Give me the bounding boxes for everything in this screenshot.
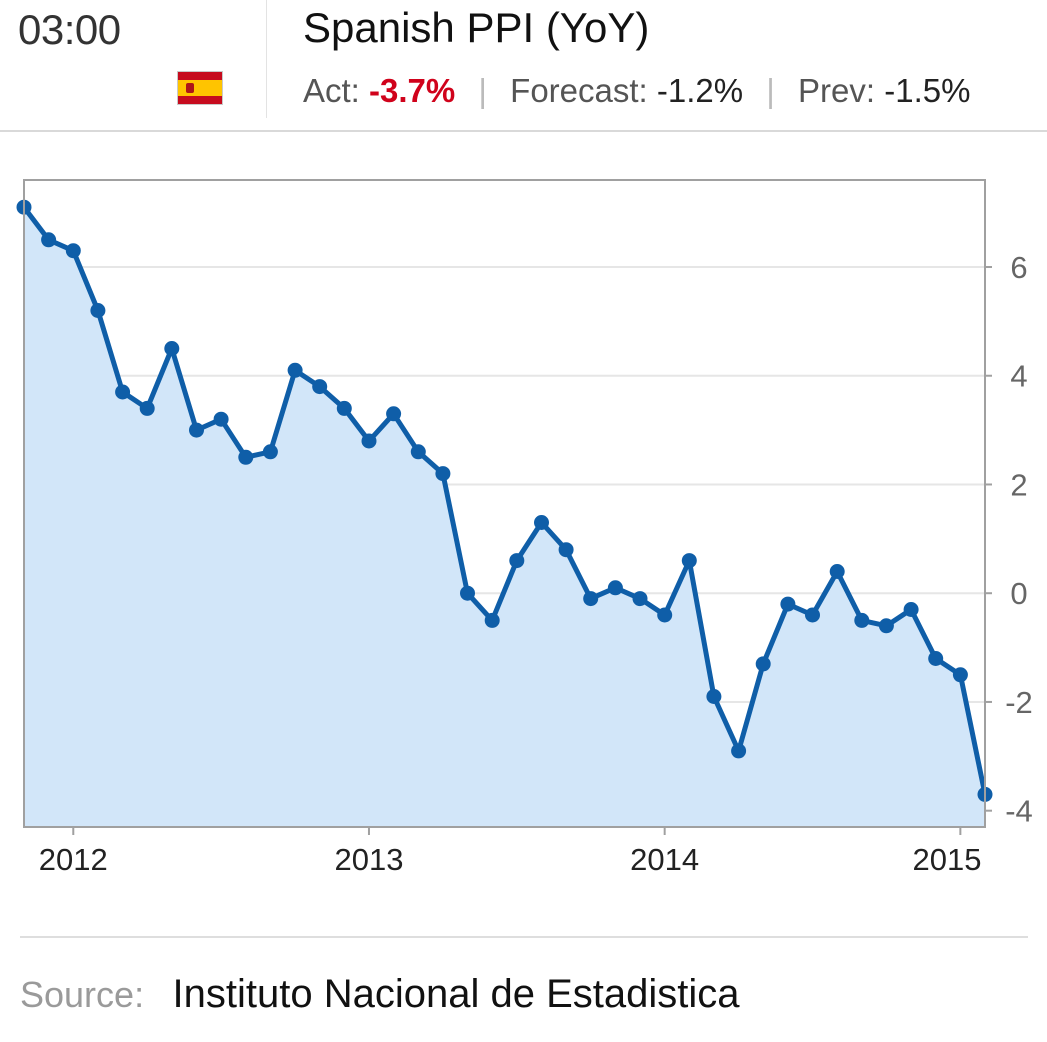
y-axis: 6 4 2 0 -2 -4 [985,250,1033,829]
release-time: 03:00 [18,6,121,53]
data-point [805,607,820,623]
data-point [928,651,944,666]
source-value: Instituto Nacional de Estadistica [172,972,740,1016]
stats-separator: | [766,72,775,109]
data-point [484,612,500,628]
data-point [287,362,303,378]
prev-label: Prev: [798,72,876,109]
ppi-chart: 6 4 2 0 -2 -4 2012 2013 2014 2015 [16,179,1033,877]
data-point [558,542,574,558]
data-point [731,743,747,759]
data-point [952,667,968,683]
data-point [755,656,771,672]
data-point [435,466,451,482]
source-line: Source: Instituto Nacional de Estadistic… [20,972,740,1017]
forecast-label: Forecast: [510,72,648,109]
header-divider [266,0,267,118]
data-point [312,379,328,395]
x-tick-label: 2015 [913,842,982,877]
y-tick-label: 6 [1010,250,1027,285]
data-point [460,585,475,601]
event-header: 03:00 Spanish PPI (YoY) Act: -3.7% | For… [0,0,1047,132]
y-tick-label: 4 [1010,359,1027,394]
y-tick-label: 2 [1010,467,1027,502]
data-point [681,553,697,569]
data-point [41,232,57,248]
prev-value: -1.5% [884,72,971,109]
data-point [90,303,106,318]
data-point [139,400,155,416]
x-tick-label: 2013 [334,842,403,877]
event-stats: Act: -3.7% | Forecast: -1.2% | Prev: -1.… [303,72,970,110]
data-point [657,607,673,623]
data-point [115,384,131,400]
forecast-value: -1.2% [656,72,744,109]
event-title: Spanish PPI (YoY) [303,4,650,51]
y-tick-label: -4 [1005,794,1033,829]
data-point [386,406,402,422]
data-point [509,553,525,569]
spain-flag-icon [177,71,223,105]
data-point [706,689,722,704]
data-point [336,400,352,416]
data-point [829,564,845,579]
data-point [780,596,796,612]
data-point [878,618,894,634]
actual-label: Act: [303,72,360,109]
y-tick-label: 0 [1010,576,1027,611]
data-point [213,411,229,427]
data-point [410,444,426,460]
data-point [65,243,81,259]
source-label: Source: [20,974,145,1015]
data-point [632,591,648,607]
data-point [164,341,180,356]
series-area [24,207,985,827]
actual-value: -3.7% [369,72,456,109]
series-line [21,204,988,797]
data-point [534,515,549,530]
plot-frame [23,179,986,828]
data-point [361,433,377,449]
x-axis: 2012 2013 2014 2015 [39,827,982,877]
data-point [854,612,870,628]
data-point [903,602,919,617]
data-point [262,444,278,460]
footer-divider [20,936,1028,938]
x-tick-label: 2012 [39,842,108,877]
y-tick-label: -2 [1005,685,1033,720]
data-points [16,199,993,802]
data-point [238,449,254,465]
x-tick-label: 2014 [630,842,699,877]
stats-separator: | [478,72,487,109]
data-point [583,591,599,607]
data-point [607,580,623,596]
data-point [189,422,204,438]
